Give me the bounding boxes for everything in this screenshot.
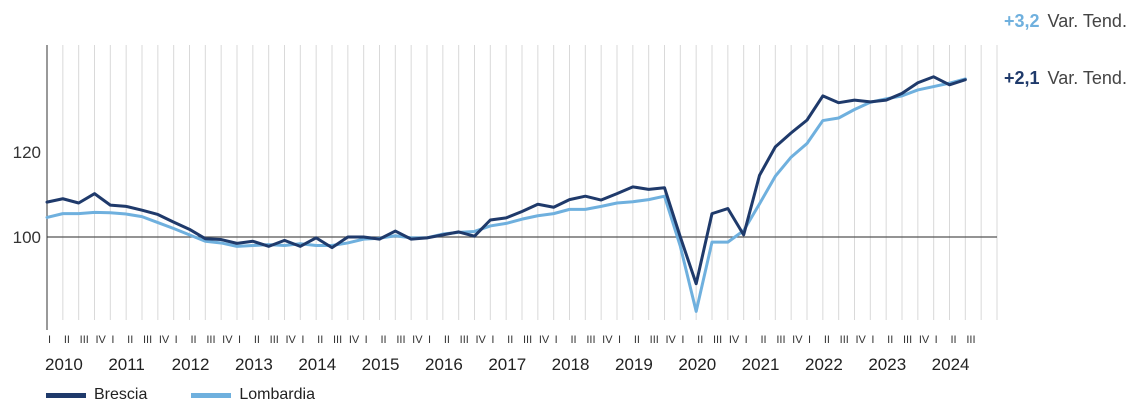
x-tick-quarter: III — [206, 334, 215, 346]
end-labels: +2,1 Var. Tend. +3,2 Var. Tend. — [1004, 11, 1127, 88]
x-tick-quarter: II — [317, 334, 323, 346]
legend-label-lombardia: Lombardia — [239, 386, 315, 403]
x-tick-quarter: II — [951, 334, 957, 346]
x-tick-quarter: I — [681, 334, 684, 346]
x-tick-quarter: IV — [602, 334, 613, 346]
x-tick-quarter: III — [713, 334, 722, 346]
x-tick-quarter: IV — [476, 334, 487, 346]
x-tick-quarter: II — [381, 334, 387, 346]
x-tick-year: 2014 — [298, 355, 336, 374]
x-tick-quarter: III — [460, 334, 469, 346]
x-tick-year: 2016 — [425, 355, 463, 374]
x-tick-quarter: IV — [349, 334, 360, 346]
x-tick-quarter: I — [48, 334, 51, 346]
y-tick-label: 100 — [13, 228, 41, 247]
x-tick-quarter: II — [634, 334, 640, 346]
series-lines — [45, 75, 967, 313]
x-tick-quarter: IV — [666, 334, 677, 346]
x-tick-quarter: I — [301, 334, 304, 346]
x-tick-quarter: I — [238, 334, 241, 346]
x-tick-quarter: IV — [539, 334, 550, 346]
legend-swatch-lombardia — [191, 392, 232, 398]
x-tick-quarter: II — [191, 334, 197, 346]
legend: Brescia Lombardia — [46, 386, 315, 404]
end-value-lombardia: +3,2 — [1004, 11, 1040, 31]
x-tick-quarter: I — [745, 334, 748, 346]
x-tick-quarter: II — [64, 334, 70, 346]
x-tick-year: 2013 — [235, 355, 273, 374]
x-tick-year: 2022 — [805, 355, 843, 374]
x-tick-year: 2023 — [868, 355, 906, 374]
x-tick-quarter: III — [586, 334, 595, 346]
x-tick-quarter: III — [523, 334, 532, 346]
x-tick-quarter: IV — [792, 334, 803, 346]
x-tick-quarter: II — [824, 334, 830, 346]
x-tick-quarter: IV — [412, 334, 423, 346]
x-tick-year: 2018 — [552, 355, 590, 374]
x-tick-quarter: III — [966, 334, 975, 346]
x-tick-year: 2024 — [932, 355, 970, 374]
x-tick-quarter: II — [571, 334, 577, 346]
x-tick-quarter: IV — [286, 334, 297, 346]
x-tick-quarter: I — [428, 334, 431, 346]
x-tick-quarter: I — [491, 334, 494, 346]
end-text-brescia: Var. Tend. — [1048, 68, 1127, 88]
x-tick-quarter: IV — [159, 334, 170, 346]
x-tick-quarter: I — [175, 334, 178, 346]
x-tick-quarter: IV — [222, 334, 233, 346]
x-tick-quarter: I — [111, 334, 114, 346]
x-tick-quarter: III — [143, 334, 152, 346]
x-tick-quarter: I — [365, 334, 368, 346]
x-tick-quarter: IV — [96, 334, 107, 346]
legend-item-brescia: Brescia — [46, 386, 147, 404]
x-tick-quarter: IV — [919, 334, 930, 346]
x-tick-quarter: IV — [856, 334, 867, 346]
x-tick-quarter: I — [871, 334, 874, 346]
y-tick-label: 120 — [13, 143, 41, 162]
end-text-lombardia: Var. Tend. — [1048, 11, 1127, 31]
x-tick-quarter: III — [840, 334, 849, 346]
x-tick-year: 2020 — [678, 355, 716, 374]
y-axis-ticks: 100 120 — [13, 143, 41, 247]
end-label-lombardia: +3,2 Var. Tend. — [1004, 11, 1127, 31]
x-tick-year: 2021 — [742, 355, 780, 374]
x-tick-quarter: II — [127, 334, 133, 346]
x-tick-quarter: II — [444, 334, 450, 346]
series-line-lombardia — [45, 77, 967, 313]
end-label-brescia: +2,1 Var. Tend. — [1004, 68, 1127, 88]
x-tick-year: 2011 — [108, 355, 145, 374]
x-tick-quarter: I — [618, 334, 621, 346]
series-line-brescia — [45, 75, 967, 286]
x-tick-quarter: II — [507, 334, 513, 346]
x-tick-quarter: II — [761, 334, 767, 346]
x-tick-quarter: II — [254, 334, 260, 346]
legend-swatch-brescia — [46, 392, 86, 398]
x-tick-quarter: III — [270, 334, 279, 346]
x-tick-quarter: III — [80, 334, 89, 346]
x-tick-year: 2010 — [45, 355, 83, 374]
x-tick-quarter: IV — [729, 334, 740, 346]
x-tick-quarter: III — [903, 334, 912, 346]
legend-label-brescia: Brescia — [94, 386, 148, 403]
x-tick-year: 2012 — [172, 355, 210, 374]
x-tick-quarter: III — [776, 334, 785, 346]
vertical-gridlines — [46, 45, 998, 320]
x-tick-year: 2015 — [362, 355, 400, 374]
x-tick-quarter: III — [396, 334, 405, 346]
end-value-brescia: +2,1 — [1004, 68, 1040, 88]
x-tick-quarter: I — [935, 334, 938, 346]
legend-item-lombardia: Lombardia — [191, 386, 315, 404]
x-tick-quarter: III — [333, 334, 342, 346]
x-tick-year: 2019 — [615, 355, 653, 374]
x-tick-quarter: I — [555, 334, 558, 346]
x-tick-year: 2017 — [488, 355, 526, 374]
x-tick-quarter: III — [650, 334, 659, 346]
x-tick-quarter: II — [887, 334, 893, 346]
x-tick-quarter: I — [808, 334, 811, 346]
x-tick-quarter: II — [697, 334, 703, 346]
